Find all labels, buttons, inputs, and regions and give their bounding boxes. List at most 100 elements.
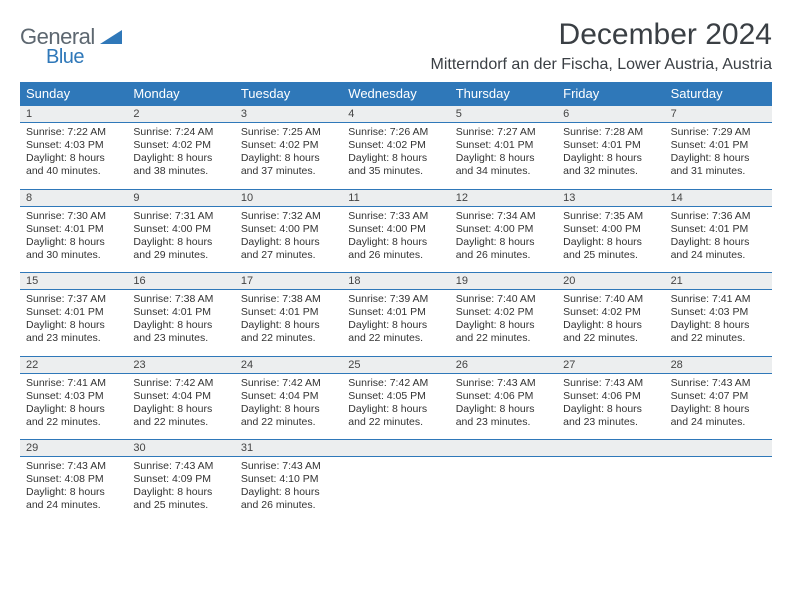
sunset-text: Sunset: 4:02 PM [348, 139, 443, 152]
day-number: 31 [235, 440, 342, 456]
day2-text: and 22 minutes. [348, 332, 443, 345]
sunset-text: Sunset: 4:04 PM [133, 390, 228, 403]
dayname-sunday: Sunday [20, 82, 127, 105]
day1-text: Daylight: 8 hours [348, 319, 443, 332]
day-cell: Sunrise: 7:43 AMSunset: 4:10 PMDaylight:… [235, 457, 342, 523]
sunrise-text: Sunrise: 7:24 AM [133, 126, 228, 139]
day2-text: and 22 minutes. [133, 416, 228, 429]
day1-text: Daylight: 8 hours [133, 403, 228, 416]
sunset-text: Sunset: 4:04 PM [241, 390, 336, 403]
day2-text: and 23 minutes. [26, 332, 121, 345]
sunrise-text: Sunrise: 7:36 AM [671, 210, 766, 223]
day-cell: Sunrise: 7:43 AMSunset: 4:07 PMDaylight:… [665, 374, 772, 440]
day-number: 19 [450, 273, 557, 289]
day-body-row: Sunrise: 7:41 AMSunset: 4:03 PMDaylight:… [20, 374, 772, 440]
day-body-row: Sunrise: 7:22 AMSunset: 4:03 PMDaylight:… [20, 123, 772, 189]
day-cell: Sunrise: 7:41 AMSunset: 4:03 PMDaylight:… [665, 290, 772, 356]
sunrise-text: Sunrise: 7:27 AM [456, 126, 551, 139]
sunrise-text: Sunrise: 7:28 AM [563, 126, 658, 139]
day-number: 4 [342, 106, 449, 122]
sunrise-text: Sunrise: 7:39 AM [348, 293, 443, 306]
day-cell: Sunrise: 7:38 AMSunset: 4:01 PMDaylight:… [235, 290, 342, 356]
sunset-text: Sunset: 4:03 PM [26, 139, 121, 152]
day1-text: Daylight: 8 hours [133, 152, 228, 165]
day-cell: Sunrise: 7:24 AMSunset: 4:02 PMDaylight:… [127, 123, 234, 189]
sunrise-text: Sunrise: 7:34 AM [456, 210, 551, 223]
day2-text: and 27 minutes. [241, 249, 336, 262]
day-body-row: Sunrise: 7:30 AMSunset: 4:01 PMDaylight:… [20, 207, 772, 273]
sunset-text: Sunset: 4:00 PM [133, 223, 228, 236]
day-number: 28 [665, 357, 772, 373]
sunrise-text: Sunrise: 7:43 AM [563, 377, 658, 390]
day-cell [342, 457, 449, 523]
day2-text: and 38 minutes. [133, 165, 228, 178]
sunset-text: Sunset: 4:02 PM [563, 306, 658, 319]
sunset-text: Sunset: 4:00 PM [456, 223, 551, 236]
day-cell: Sunrise: 7:26 AMSunset: 4:02 PMDaylight:… [342, 123, 449, 189]
day2-text: and 40 minutes. [26, 165, 121, 178]
day1-text: Daylight: 8 hours [563, 319, 658, 332]
week-block: 22232425262728Sunrise: 7:41 AMSunset: 4:… [20, 356, 772, 440]
dayname-tuesday: Tuesday [235, 82, 342, 105]
day2-text: and 23 minutes. [133, 332, 228, 345]
day-cell: Sunrise: 7:43 AMSunset: 4:08 PMDaylight:… [20, 457, 127, 523]
sunrise-text: Sunrise: 7:42 AM [348, 377, 443, 390]
day-number [450, 440, 557, 456]
page-header: General Blue December 2024 Mitterndorf a… [20, 18, 772, 80]
day-number-row: 1234567 [20, 105, 772, 123]
day-number-row: 15161718192021 [20, 272, 772, 290]
sunrise-text: Sunrise: 7:22 AM [26, 126, 121, 139]
day2-text: and 25 minutes. [133, 499, 228, 512]
day1-text: Daylight: 8 hours [671, 236, 766, 249]
day-number: 3 [235, 106, 342, 122]
day1-text: Daylight: 8 hours [241, 319, 336, 332]
day1-text: Daylight: 8 hours [348, 152, 443, 165]
day-number: 29 [20, 440, 127, 456]
day1-text: Daylight: 8 hours [671, 319, 766, 332]
day-cell: Sunrise: 7:30 AMSunset: 4:01 PMDaylight:… [20, 207, 127, 273]
day-number: 23 [127, 357, 234, 373]
day-cell: Sunrise: 7:32 AMSunset: 4:00 PMDaylight:… [235, 207, 342, 273]
sunset-text: Sunset: 4:09 PM [133, 473, 228, 486]
day-cell: Sunrise: 7:43 AMSunset: 4:06 PMDaylight:… [450, 374, 557, 440]
location: Mitterndorf an der Fischa, Lower Austria… [431, 56, 772, 74]
day2-text: and 22 minutes. [456, 332, 551, 345]
day2-text: and 22 minutes. [241, 416, 336, 429]
day-cell: Sunrise: 7:43 AMSunset: 4:06 PMDaylight:… [557, 374, 664, 440]
week-block: 1234567Sunrise: 7:22 AMSunset: 4:03 PMDa… [20, 105, 772, 189]
day-cell: Sunrise: 7:42 AMSunset: 4:05 PMDaylight:… [342, 374, 449, 440]
day-number-row: 891011121314 [20, 189, 772, 207]
sunrise-text: Sunrise: 7:31 AM [133, 210, 228, 223]
day-cell: Sunrise: 7:37 AMSunset: 4:01 PMDaylight:… [20, 290, 127, 356]
day2-text: and 25 minutes. [563, 249, 658, 262]
day2-text: and 22 minutes. [563, 332, 658, 345]
day-body-row: Sunrise: 7:37 AMSunset: 4:01 PMDaylight:… [20, 290, 772, 356]
day1-text: Daylight: 8 hours [133, 486, 228, 499]
sunset-text: Sunset: 4:01 PM [26, 223, 121, 236]
sunrise-text: Sunrise: 7:43 AM [241, 460, 336, 473]
day-number: 8 [20, 190, 127, 206]
day-cell: Sunrise: 7:43 AMSunset: 4:09 PMDaylight:… [127, 457, 234, 523]
sunrise-text: Sunrise: 7:43 AM [456, 377, 551, 390]
day-number: 10 [235, 190, 342, 206]
day2-text: and 37 minutes. [241, 165, 336, 178]
day-number: 18 [342, 273, 449, 289]
title-block: December 2024 Mitterndorf an der Fischa,… [431, 18, 772, 80]
day-number: 11 [342, 190, 449, 206]
day-number: 5 [450, 106, 557, 122]
sunset-text: Sunset: 4:01 PM [241, 306, 336, 319]
sunset-text: Sunset: 4:01 PM [671, 139, 766, 152]
day-number: 20 [557, 273, 664, 289]
week-block: 891011121314Sunrise: 7:30 AMSunset: 4:01… [20, 189, 772, 273]
sunrise-text: Sunrise: 7:41 AM [26, 377, 121, 390]
day2-text: and 24 minutes. [671, 249, 766, 262]
sunset-text: Sunset: 4:02 PM [241, 139, 336, 152]
day1-text: Daylight: 8 hours [456, 319, 551, 332]
day2-text: and 30 minutes. [26, 249, 121, 262]
day1-text: Daylight: 8 hours [26, 152, 121, 165]
day-number: 1 [20, 106, 127, 122]
day2-text: and 34 minutes. [456, 165, 551, 178]
sunset-text: Sunset: 4:07 PM [671, 390, 766, 403]
day-number: 21 [665, 273, 772, 289]
sunrise-text: Sunrise: 7:37 AM [26, 293, 121, 306]
